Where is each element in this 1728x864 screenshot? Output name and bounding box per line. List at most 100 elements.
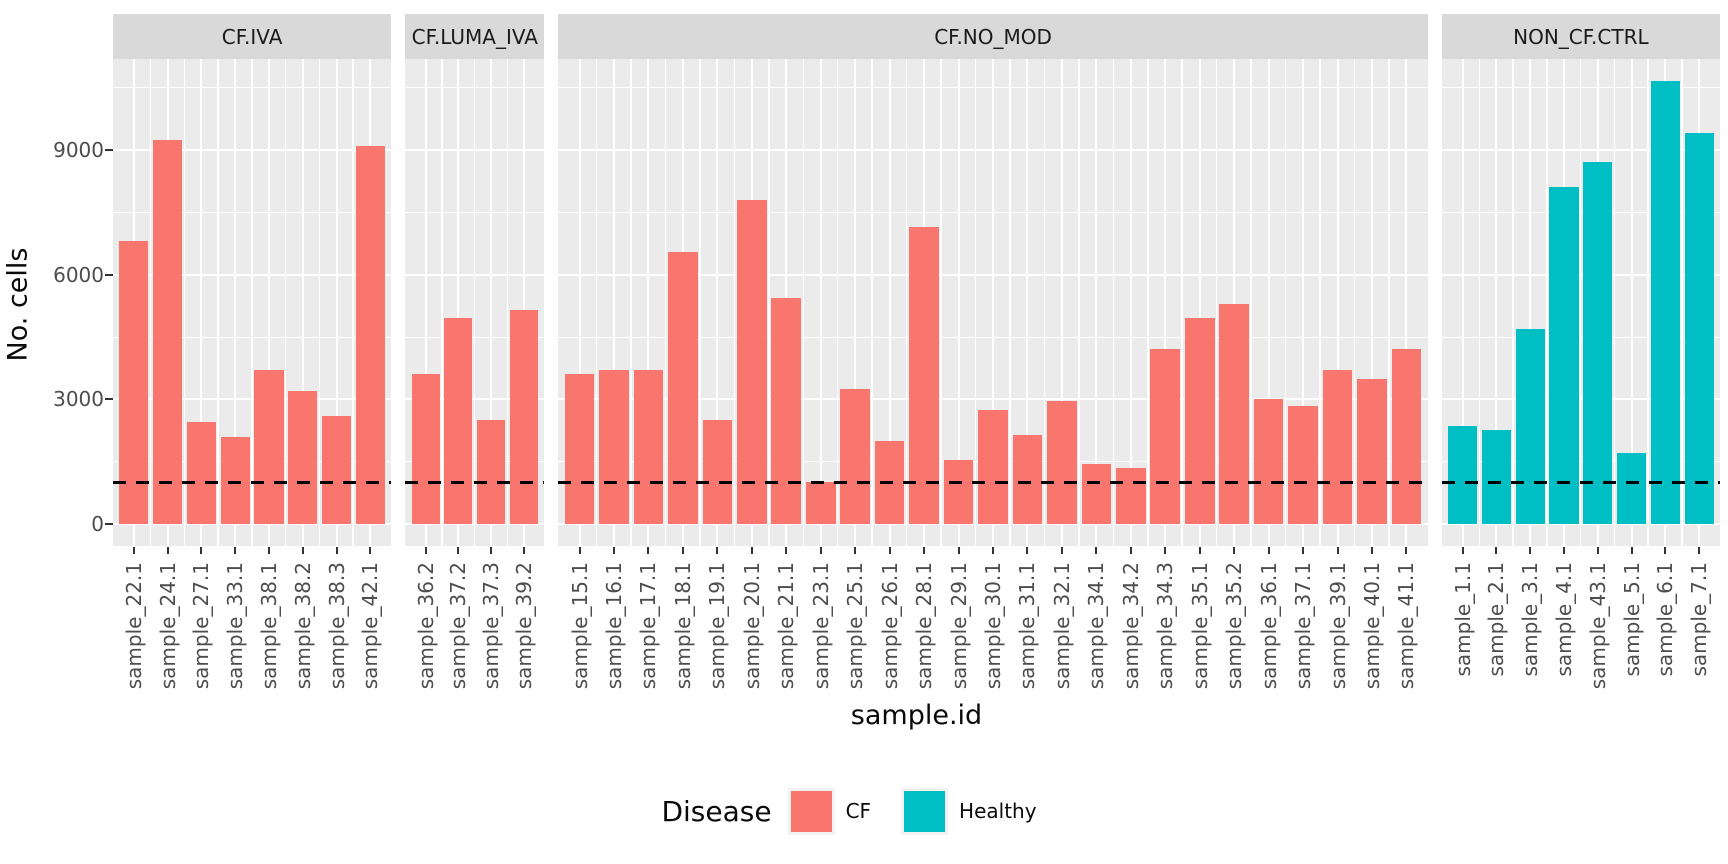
bar (153, 140, 183, 524)
legend-title: Disease (661, 794, 772, 828)
x-tick-label: sample_15.1 (567, 562, 592, 690)
gridline-vertical-minor (630, 59, 632, 546)
x-tick-mark (166, 547, 169, 554)
gridline-vertical-major (200, 59, 203, 546)
gridline-vertical-minor (802, 59, 804, 546)
legend-items: CF Healthy (787, 787, 1067, 835)
bar-cell (1078, 59, 1113, 546)
x-label-cell: sample_16.1 (597, 555, 631, 705)
x-label-cell: sample_30.1 (976, 555, 1010, 705)
bar-cell (1613, 59, 1649, 546)
gridline-vertical-major (1026, 59, 1029, 546)
x-tick-mark (335, 547, 338, 554)
x-tick-cell (117, 546, 151, 555)
gridline-vertical-minor (940, 59, 942, 546)
bar (322, 416, 352, 524)
bar-cell (183, 59, 219, 546)
bar (186, 422, 216, 524)
gridline-vertical-minor (1478, 59, 1481, 546)
x-tick-cell (1182, 546, 1216, 555)
x-tick-label: sample_5.1 (1619, 562, 1644, 677)
gridline-vertical-minor (506, 59, 509, 546)
gridline-vertical-minor (1181, 59, 1183, 546)
bar (220, 437, 250, 524)
legend-swatch-cf (790, 790, 832, 832)
x-label-row: sample_22.1 sample_24.1 sample_27.1 sample_… (113, 555, 391, 705)
x-tick-mark (268, 547, 271, 554)
x-tick-label: sample_7.1 (1687, 562, 1712, 677)
bar-cell (284, 59, 320, 546)
x-label-cell: sample_27.1 (185, 555, 219, 705)
gridline-vertical-major (647, 59, 650, 546)
bar (1684, 133, 1714, 524)
x-tick-label: sample_39.1 (1325, 562, 1350, 690)
x-label-cells: sample_1.1 sample_2.1 sample_3.1 sample_4.1… (1442, 555, 1720, 705)
bar (411, 374, 440, 524)
x-tick-label: sample_38.1 (257, 562, 282, 690)
x-tick-cells (113, 546, 391, 555)
x-tick-cells (405, 546, 544, 555)
x-tick-cell (1581, 546, 1615, 555)
facet-cf.luma_iva: CF.LUMA_IVA sample_36.2 sample_37.2 sample_… (405, 14, 545, 705)
gridline-vertical-major (1336, 59, 1339, 546)
x-tick-mark (716, 547, 719, 554)
bar-cell (506, 59, 541, 546)
gridline-vertical-minor (905, 59, 908, 546)
bar-cell (1478, 59, 1514, 546)
gridline-vertical-minor (149, 59, 152, 546)
x-tick-mark (1129, 547, 1132, 554)
x-tick-mark (132, 547, 135, 554)
gridline-vertical-major (1095, 59, 1098, 546)
x-tick-cell (631, 546, 665, 555)
x-tick-cell (1446, 546, 1480, 555)
y-tick-mark (105, 398, 113, 401)
gridline-vertical-major (424, 59, 427, 546)
gridline-vertical-major (490, 59, 493, 546)
x-tick-label: sample_24.1 (155, 562, 180, 690)
x-tick-label: sample_31.1 (1015, 562, 1040, 690)
x-label-cell: sample_38.3 (320, 555, 354, 705)
bar (1253, 399, 1284, 524)
x-label-row: sample_36.2 sample_37.2 sample_37.3 sample_… (405, 555, 544, 705)
bar-cell (1009, 59, 1044, 546)
bar (805, 482, 836, 524)
gridline-vertical-major (1495, 59, 1498, 546)
bar-cell (1319, 59, 1354, 546)
gridline-vertical-major (335, 59, 338, 546)
x-tick-label: sample_35.2 (1222, 562, 1247, 690)
gridline-vertical-major (1129, 59, 1132, 546)
gridline-vertical-major (888, 59, 891, 546)
bar (702, 420, 733, 524)
bar (909, 227, 939, 524)
x-label-cell: sample_19.1 (700, 555, 734, 705)
bar-cell (1446, 59, 1480, 546)
x-tick-mark (957, 547, 960, 554)
x-tick-label: sample_42.1 (358, 562, 383, 690)
bar-cell (1681, 59, 1716, 546)
x-tick-cell (320, 546, 354, 555)
x-tick-mark (1461, 547, 1464, 554)
facet-cf.no_mod: CF.NO_MOD sample_15.1 sample_16.1 sample_17… (558, 14, 1428, 705)
bar (1219, 304, 1249, 524)
bar (943, 460, 974, 524)
gridline-vertical-minor (1647, 59, 1649, 546)
bar (355, 146, 385, 524)
x-tick-label: sample_38.3 (324, 562, 349, 690)
x-tick-mark (1026, 547, 1029, 554)
x-tick-row (113, 546, 391, 555)
x-label-cell: sample_33.1 (218, 555, 252, 705)
x-tick-cell (700, 546, 734, 555)
gridline-vertical-minor (1284, 59, 1287, 546)
x-tick-cells (1442, 546, 1720, 555)
bar-cell (802, 59, 838, 546)
x-tick-mark (1060, 547, 1063, 554)
bar-cell (974, 59, 1010, 546)
x-label-cell: sample_17.1 (631, 555, 665, 705)
x-tick-mark (991, 547, 994, 554)
x-label-cell: sample_35.1 (1182, 555, 1216, 705)
gridline-vertical-major (1529, 59, 1532, 546)
gridline-vertical-minor (1353, 59, 1356, 546)
x-tick-label: sample_25.1 (843, 562, 868, 690)
bar (1650, 81, 1680, 524)
